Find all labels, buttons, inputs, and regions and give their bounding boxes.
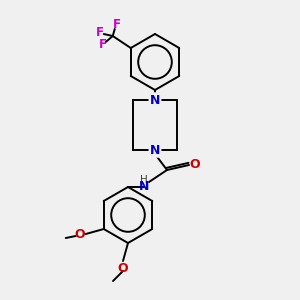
Text: H: H <box>140 175 148 185</box>
Text: O: O <box>74 227 85 241</box>
Text: O: O <box>118 262 128 275</box>
Text: O: O <box>190 158 200 170</box>
Text: F: F <box>99 38 107 50</box>
Text: N: N <box>139 181 149 194</box>
Text: F: F <box>96 26 104 38</box>
Text: N: N <box>150 143 160 157</box>
Text: N: N <box>150 94 160 106</box>
Text: F: F <box>113 19 121 32</box>
